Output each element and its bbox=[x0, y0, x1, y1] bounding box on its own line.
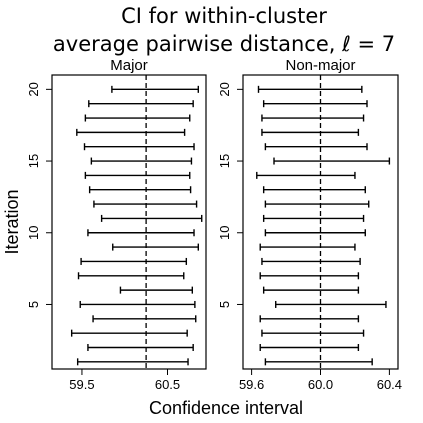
ci-bar bbox=[77, 272, 185, 280]
ci-bar bbox=[257, 85, 363, 93]
ci-bar bbox=[259, 243, 356, 251]
ci-bar bbox=[87, 229, 195, 237]
ci-bar bbox=[100, 214, 203, 222]
panel-title: Non-major bbox=[285, 57, 355, 74]
x-axis-title: Confidence interval bbox=[149, 398, 303, 418]
ci-bar bbox=[93, 200, 198, 208]
ci-bar bbox=[256, 171, 356, 179]
ci-bar bbox=[111, 85, 200, 93]
ci-bar bbox=[90, 157, 193, 165]
ci-bar bbox=[262, 214, 365, 222]
ci-bar bbox=[76, 358, 189, 366]
ci-bar bbox=[112, 243, 200, 251]
ci-bar bbox=[262, 100, 368, 108]
ci-bar bbox=[275, 300, 387, 308]
ci-bar bbox=[261, 128, 360, 136]
ci-bar bbox=[259, 315, 360, 323]
x-tick-label: 59.6 bbox=[239, 377, 264, 392]
ci-bar bbox=[262, 286, 360, 294]
panel-non-major: Non-major 59.6 60.0 60.4 5 10 15 20 bbox=[217, 57, 402, 392]
ci-bar bbox=[119, 286, 194, 294]
y-tick-label: 10 bbox=[26, 226, 41, 240]
ci-bar bbox=[76, 128, 186, 136]
y-axis-title: Iteration bbox=[2, 189, 22, 254]
ci-bar bbox=[264, 143, 368, 151]
y-tick-label: 20 bbox=[26, 82, 41, 96]
ci-bar bbox=[79, 300, 196, 308]
y-tick-label: 10 bbox=[217, 226, 232, 240]
ci-bar bbox=[92, 315, 197, 323]
chart-title-line-2: average pairwise distance, ℓ = 7 bbox=[53, 32, 395, 56]
ci-bar bbox=[84, 114, 191, 122]
ci-bar bbox=[87, 343, 194, 351]
ci-bar bbox=[84, 171, 191, 179]
ci-bar bbox=[262, 186, 366, 194]
ci-bar bbox=[264, 200, 370, 208]
ci-bar bbox=[70, 329, 188, 337]
panel-major: Major 59.5 60.5 5 10 15 20 bbox=[26, 57, 207, 392]
y-tick-label: 20 bbox=[217, 82, 232, 96]
ci-bar bbox=[261, 114, 365, 122]
ci-bar bbox=[83, 143, 195, 151]
ci-bar bbox=[264, 358, 373, 366]
y-tick-label: 5 bbox=[26, 301, 41, 308]
ci-bar bbox=[261, 257, 361, 265]
x-tick-label: 60.4 bbox=[377, 377, 402, 392]
ci-bar bbox=[88, 100, 194, 108]
y-tick-label: 5 bbox=[217, 301, 232, 308]
ci-bar bbox=[259, 272, 360, 280]
chart-title-line-1: CI for within-cluster bbox=[121, 4, 327, 28]
ci-bar bbox=[259, 343, 360, 351]
ci-bar bbox=[261, 329, 365, 337]
y-tick-label: 15 bbox=[26, 154, 41, 168]
panel-title: Major bbox=[110, 57, 148, 74]
x-tick-label: 59.5 bbox=[69, 377, 94, 392]
ci-bar bbox=[264, 229, 366, 237]
ci-bar bbox=[273, 157, 391, 165]
ci-bar bbox=[88, 186, 192, 194]
y-tick-label: 15 bbox=[217, 154, 232, 168]
ci-bar bbox=[80, 257, 188, 265]
x-tick-label: 60.0 bbox=[308, 377, 333, 392]
panel-frame bbox=[51, 74, 207, 370]
x-tick-label: 60.5 bbox=[155, 377, 180, 392]
